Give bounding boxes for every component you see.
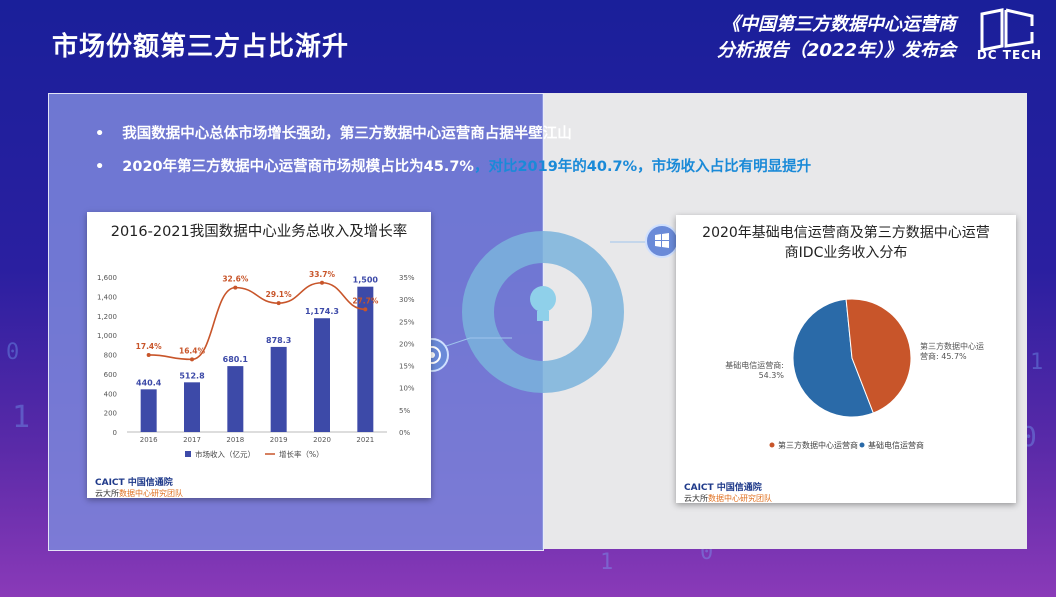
share-pie-chart: 第三方数据中心运 营商: 45.7% 基础电信运营商: 54.3% 第三方数据中… (725, 298, 984, 450)
y-right-tick-label: 5% (399, 407, 410, 415)
revenue-bar-label: 440.4 (136, 378, 162, 387)
growth-rate-label: 32.6% (222, 275, 249, 284)
revenue-bar (227, 366, 244, 432)
y-left-tick-label: 1,200 (97, 313, 117, 321)
y-left-tick-label: 1,400 (97, 293, 117, 301)
y-right-tick-label: 0% (399, 429, 410, 437)
connector-lines (440, 241, 665, 349)
growth-rate-label: 17.4% (136, 342, 163, 351)
revenue-bar (314, 318, 330, 432)
caict-brand-sub-b-right: 数据中心研究团队 (708, 494, 772, 503)
revenue-bar-label: 878.3 (266, 336, 291, 345)
y-left-tick-label: 0 (113, 429, 117, 437)
revenue-bar (140, 389, 157, 432)
x-tick-label: 2020 (313, 436, 331, 444)
x-tick-label: 2017 (183, 436, 201, 444)
growth-rate-label: 27.7% (352, 296, 379, 305)
pie-label-third-2: 营商: 45.7% (920, 351, 967, 361)
bullet-2-text-b: ，对比2019年的40.7%，市场收入占比有明显提升 (473, 159, 812, 175)
caict-brand-name: CAICT 中国信通院 (95, 478, 173, 488)
report-title: 《中国第三方数据中心运营商 分析报告（2022年）》发布会 (717, 12, 956, 64)
report-title-line1: 《中国第三方数据中心运营商 (722, 14, 956, 35)
y-left-tick-label: 800 (104, 352, 117, 360)
legend-third-label: 第三方数据中心运营商 (778, 440, 858, 450)
y-right-tick-label: 30% (399, 296, 415, 304)
binary-decoration: 0 (6, 340, 20, 365)
y-left-tick-label: 600 (104, 371, 117, 379)
y-right-tick-label: 35% (399, 274, 415, 282)
y-right-tick-label: 25% (399, 318, 415, 326)
revenue-chart-card: 2016-2021我国数据中心业务总收入及增长率 0 200 400 600 800 1,… (87, 212, 431, 498)
growth-rate-label: 33.7% (309, 270, 336, 279)
legend-basic-label: 基础电信运营商 (868, 440, 924, 450)
legend-third-swatch (769, 442, 775, 448)
growth-rate-point (233, 285, 238, 290)
y-right-tick-label: 10% (399, 385, 415, 393)
x-tick-label: 2018 (226, 436, 244, 444)
pie-label-third-1: 第三方数据中心运 (920, 341, 984, 351)
growth-rate-label: 29.1% (266, 290, 293, 299)
legend-bar-label: 市场收入（亿元） (195, 449, 255, 459)
caict-brand-sub-a-right: 云大所 (684, 494, 708, 503)
legend-basic-swatch (859, 442, 865, 448)
revenue-bar-label: 1,174.3 (305, 307, 339, 316)
revenue-growth-chart: 0 200 400 600 800 1,000 1,200 1,400 1,600 0% 5% 10%… (97, 270, 415, 459)
legend-line-label: 增长率（%） (279, 449, 324, 459)
revenue-bar-label: 512.8 (179, 371, 205, 380)
x-tick-label: 2019 (270, 436, 288, 444)
revenue-bar (357, 286, 374, 432)
y-left-tick-label: 1,000 (97, 332, 117, 340)
share-chart-title: 2020年基础电信运营商及第三方数据中心运营 商IDC业务收入分布 (676, 223, 1016, 263)
report-title-line2: 分析报告（2022年）》发布会 (716, 40, 956, 61)
center-ring (462, 231, 624, 393)
caict-brand-right: CAICT 中国信通院 云大所数据中心研究团队 (684, 480, 772, 504)
binary-decoration: 1 (1030, 350, 1044, 375)
growth-rate-point (363, 307, 368, 312)
y-left-tick-label: 1,600 (97, 274, 117, 282)
bullet-1-text-a: 我国数据中心总体市场增长强劲，第三方数据中心运营 (122, 126, 471, 142)
binary-decoration: 1 (12, 400, 31, 435)
growth-rate-point (320, 280, 324, 285)
revenue-bar-label: 1,500 (353, 276, 379, 285)
caict-brand: CAICT 中国信通院 云大所数据中心研究团队 (95, 475, 183, 499)
windows-icon (645, 224, 679, 258)
growth-rate-point (276, 301, 281, 306)
x-tick-label: 2021 (356, 436, 374, 444)
revenue-chart-title: 2016-2021我国数据中心业务总收入及增长率 (110, 224, 408, 240)
legend-bar-swatch (185, 451, 191, 457)
caict-brand-sub-a: 云大所 (95, 489, 119, 498)
pie-slice (792, 298, 874, 418)
lightbulb-icon (530, 286, 556, 321)
pie-label-basic-1: 基础电信运营商: (725, 360, 784, 370)
growth-rate-point (190, 357, 194, 362)
growth-rate-label: 16.4% (179, 346, 206, 355)
bullet-1: • 我国数据中心总体市场增长强劲，第三方数据中心运营商占据半壁江山 (95, 126, 572, 142)
revenue-bar (184, 382, 200, 432)
x-tick-label: 2016 (140, 436, 158, 444)
caict-brand-sub-right: 云大所数据中心研究团队 (684, 493, 772, 504)
revenue-bar-label: 680.1 (223, 355, 249, 364)
bullet-1-text-b: 商占据半壁江山 (470, 126, 572, 142)
y-left-tick-label: 400 (104, 390, 117, 398)
y-right-tick-label: 20% (399, 340, 415, 348)
growth-rate-point (146, 352, 151, 357)
bullet-2: • 2020年第三方数据中心运营商市场规模占比为45.7%，对比2019年的40.… (95, 159, 812, 175)
dc-tech-logo (980, 8, 1034, 52)
caict-brand-sub-b: 数据中心研究团队 (119, 489, 183, 498)
y-left-tick-label: 200 (104, 410, 117, 418)
y-right-tick-label: 15% (399, 363, 415, 371)
slide-title: 市场份额第三方占比渐升 (52, 32, 350, 62)
share-chart-title-line2: 商IDC业务收入分布 (784, 245, 908, 261)
logo-text: DC TECH (976, 48, 1042, 62)
pie-label-basic-2: 54.3% (759, 371, 785, 380)
share-chart-title-line1: 2020年基础电信运营商及第三方数据中心运营 (702, 225, 990, 241)
bullet-2-text-a: 2020年第三方数据中心运营商市场规模占比为45.7% (122, 159, 474, 175)
caict-brand-sub: 云大所数据中心研究团队 (95, 488, 183, 499)
binary-decoration: 1 (600, 550, 614, 575)
caict-brand-name-right: CAICT 中国信通院 (684, 483, 762, 493)
revenue-bar (270, 346, 287, 432)
pie-slice (845, 298, 912, 414)
share-chart-card: 2020年基础电信运营商及第三方数据中心运营 商IDC业务收入分布 第三方数据中… (676, 215, 1016, 503)
